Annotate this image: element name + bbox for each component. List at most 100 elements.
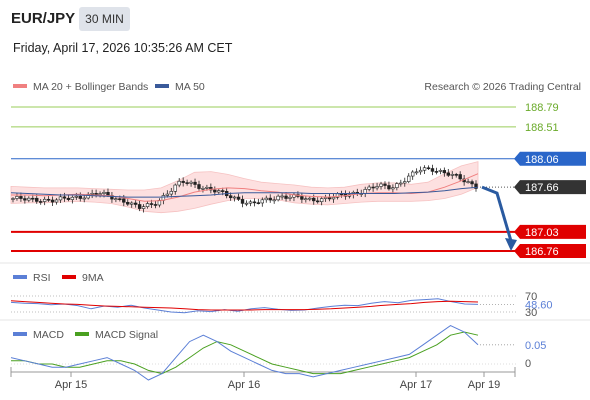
candle: [130, 201, 134, 208]
candle-body-up: [276, 195, 280, 201]
candle: [82, 195, 86, 203]
candle: [272, 196, 276, 204]
candle: [173, 183, 177, 195]
candle: [169, 187, 173, 198]
candle-body-up: [177, 180, 181, 186]
candle-body-down: [185, 182, 189, 184]
candle: [308, 196, 312, 202]
candle: [15, 193, 19, 201]
candle-body-down: [252, 201, 257, 204]
ma50-legend-label: MA 50: [175, 81, 205, 93]
resistance-label: 188.79: [525, 102, 559, 114]
candle-body-down: [268, 197, 272, 201]
candle: [280, 193, 284, 200]
candle-body-up: [11, 198, 15, 200]
candle-body-up: [331, 197, 336, 200]
candle: [418, 166, 423, 175]
support-label: 187.03: [525, 227, 559, 239]
candle-body-down: [137, 204, 142, 209]
candle: [141, 204, 146, 213]
candle: [375, 182, 379, 191]
panel-borders: [0, 262, 590, 373]
candle-body-up: [422, 167, 427, 171]
candle-body-down: [46, 198, 51, 201]
timestamp: Friday, April 17, 2026 10:35:26 AM CET: [13, 41, 233, 55]
candle-body-up: [114, 198, 118, 200]
macd-current-value: 0.05: [525, 340, 546, 352]
candle-body-up: [288, 196, 292, 199]
candle: [19, 192, 23, 202]
candle-body-up: [58, 196, 63, 201]
forecast-arrow-line: [481, 185, 513, 242]
candle: [430, 164, 435, 176]
candle-body-up: [260, 199, 265, 204]
chart-header: EUR/JPY 30 MIN Friday, April 17, 2026 10…: [0, 0, 590, 70]
candle: [316, 197, 320, 204]
candle-body-up: [308, 197, 312, 200]
candle: [446, 168, 450, 178]
candle-body-up: [189, 181, 193, 184]
candle-body-up: [145, 203, 150, 208]
candle-body-down: [118, 198, 122, 200]
rsi-legend-swatch: [13, 275, 27, 279]
candle: [193, 178, 197, 189]
candle: [422, 165, 427, 175]
candle: [42, 196, 47, 206]
macd-panel: MACD MACD Signal 0 0.05: [10, 325, 546, 381]
candle: [474, 180, 478, 192]
candle-body-down: [312, 197, 316, 202]
candle-body-down: [149, 203, 154, 205]
x-tick-label: Apr 19: [468, 379, 500, 391]
candle-body-down: [62, 196, 67, 199]
candle-body-up: [244, 202, 249, 205]
candle-body-up: [272, 199, 276, 202]
candle-body-down: [39, 201, 43, 203]
candle-body-down: [470, 181, 474, 185]
candle: [458, 171, 462, 182]
candle: [217, 188, 221, 194]
candle: [197, 180, 201, 191]
candle-body-down: [153, 204, 158, 206]
candle: [450, 171, 454, 180]
candle-body-down: [316, 200, 320, 203]
candle-body-down: [426, 167, 431, 170]
candle-body-up: [407, 175, 411, 182]
candle-body-up: [82, 197, 86, 200]
pivot-label: 188.06: [525, 154, 559, 166]
rsi-ma-legend-label: 9MA: [82, 272, 104, 284]
candle: [145, 201, 150, 209]
candle: [23, 195, 27, 204]
candle: [379, 181, 383, 190]
candle: [66, 195, 71, 202]
candle-body-down: [19, 196, 23, 199]
x-tick-label: Apr 16: [228, 379, 260, 391]
candle: [438, 168, 443, 175]
macd-signal-line: [11, 331, 479, 375]
candle-body-down: [213, 189, 217, 193]
support-label-box: [514, 224, 586, 239]
x-tick-label: Apr 17: [400, 379, 432, 391]
candle: [185, 179, 189, 186]
candle-body-up: [450, 174, 454, 176]
moving-averages: [10, 173, 479, 202]
candle: [407, 173, 411, 184]
candle-body-up: [414, 171, 419, 174]
candle: [268, 194, 272, 203]
candle: [31, 194, 35, 203]
candle: [371, 183, 375, 192]
candle: [11, 197, 15, 203]
candle-body-down: [181, 180, 185, 183]
candle-body-up: [367, 186, 371, 190]
candle-body-down: [94, 193, 98, 195]
candle-body-down: [458, 174, 462, 180]
candle: [133, 199, 138, 208]
candle: [153, 200, 158, 209]
candle: [189, 180, 193, 187]
candle-body-up: [42, 198, 47, 202]
timeframe-badge[interactable]: 30 MIN: [79, 7, 130, 31]
ma50-line: [10, 186, 479, 198]
candle-body-down: [106, 192, 110, 196]
candle-body-up: [403, 181, 407, 184]
candle-body-down: [442, 170, 447, 174]
candle-body-up: [410, 171, 415, 177]
